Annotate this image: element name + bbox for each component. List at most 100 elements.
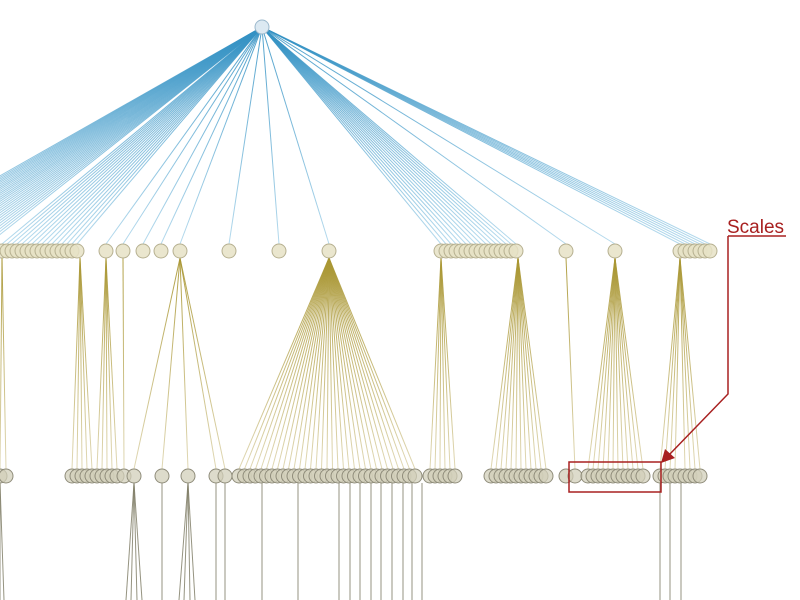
level2-link [161, 257, 181, 470]
callout-highlight-box [568, 461, 662, 493]
level2-link [587, 257, 616, 470]
level2-link [71, 257, 81, 470]
level2-link [440, 257, 446, 470]
level2-link [79, 257, 83, 470]
level2-link [602, 257, 616, 470]
level2-link [0, 257, 3, 470]
root-link [261, 26, 502, 245]
level2-link [679, 257, 701, 470]
level3-link [125, 482, 135, 600]
tree-node-level1 [115, 243, 131, 259]
tree-node-level1 [172, 243, 188, 259]
level2-link [328, 257, 405, 470]
level2-link [505, 257, 519, 470]
level2-link [669, 257, 681, 470]
root-link [261, 26, 492, 245]
level2-link [179, 257, 226, 470]
level2-link [328, 257, 388, 470]
tree-root-circle [254, 19, 270, 35]
scales-callout: Scales [568, 217, 786, 493]
callout-label[interactable]: Scales [727, 217, 784, 238]
level2-link [328, 257, 383, 470]
root-link [61, 26, 263, 245]
level2-link [439, 257, 442, 470]
root-link [76, 26, 263, 245]
level2-link [249, 257, 330, 470]
level3-link [187, 482, 191, 600]
level2-link [282, 257, 330, 470]
level2-link [614, 257, 629, 470]
tree-node-level2 [217, 468, 233, 484]
root-link [26, 26, 263, 245]
level3-link [133, 482, 138, 600]
root-link [142, 26, 263, 245]
level2-link [328, 257, 350, 470]
level2-link [515, 257, 519, 470]
root-link [6, 26, 263, 245]
level2-link [271, 257, 330, 470]
level2-link [429, 257, 442, 470]
level2-link [96, 257, 107, 470]
level2-link [328, 257, 410, 470]
tree-node-level1 [153, 243, 169, 259]
root-link [31, 26, 263, 245]
tree-node-level1 [702, 243, 718, 259]
level2-link [321, 257, 330, 470]
tree-node-level1 [135, 243, 151, 259]
level2-link [105, 257, 118, 470]
root-link [261, 26, 711, 245]
level2-link [495, 257, 519, 470]
level2-link [614, 257, 639, 470]
root-link [261, 26, 567, 245]
tree-node-level2 [407, 468, 423, 484]
tree-node-level2 [635, 468, 651, 484]
tree-node-level1 [508, 243, 524, 259]
level3-link [0, 482, 5, 600]
level2-link [612, 257, 616, 470]
root-link [261, 26, 616, 245]
level2-link [517, 257, 537, 470]
level2-link [517, 257, 522, 470]
level2-link [679, 257, 686, 470]
level2-link [440, 257, 451, 470]
level2-link [679, 257, 696, 470]
level2-link [679, 257, 691, 470]
root-link [261, 26, 472, 245]
level2-link [517, 257, 532, 470]
root-link [36, 26, 263, 245]
root-node[interactable] [254, 19, 270, 35]
root-links [0, 26, 711, 245]
level2-link [122, 257, 125, 470]
level2-link [105, 257, 113, 470]
tree-node-level2 [447, 468, 463, 484]
root-link [1, 26, 263, 245]
level2-link [500, 257, 519, 470]
callout-arrowhead [661, 449, 675, 463]
level2-link [674, 257, 681, 470]
level2-link [490, 257, 519, 470]
callout-leader-line [667, 236, 729, 457]
root-link [71, 26, 263, 245]
level2-link [614, 257, 644, 470]
root-link [261, 26, 447, 245]
level2-link [517, 257, 527, 470]
root-link [179, 26, 263, 245]
level2-link [597, 257, 616, 470]
level2-links [0, 257, 701, 470]
root-link [261, 26, 462, 245]
level2-link [277, 257, 330, 470]
root-link [56, 26, 263, 245]
root-link [261, 26, 512, 245]
level2-link [304, 257, 330, 470]
level2-link [101, 257, 107, 470]
root-link [261, 26, 457, 245]
level2-link [328, 257, 333, 470]
tree-node-level1 [271, 243, 287, 259]
level2-link [440, 257, 456, 470]
level2-link [328, 257, 366, 470]
level2-link [255, 257, 330, 470]
level2-link [328, 257, 377, 470]
level2-link [328, 257, 416, 470]
tree-node-level1 [69, 243, 85, 259]
